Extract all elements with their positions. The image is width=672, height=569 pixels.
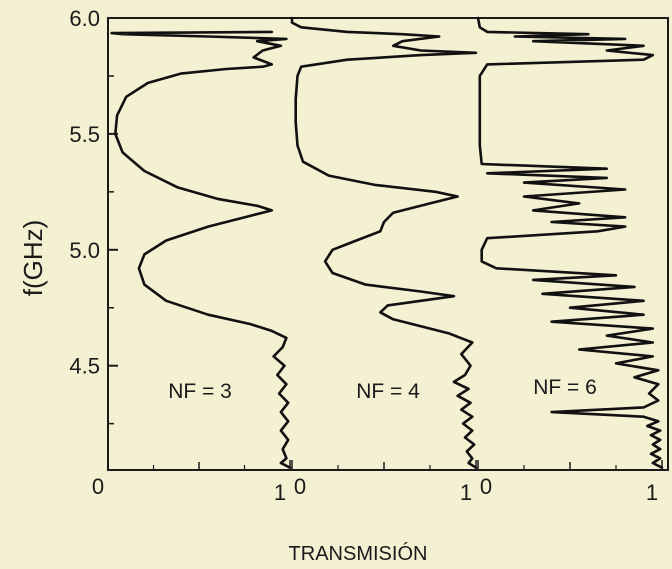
x-tick-label: 1 — [274, 480, 286, 505]
x-tick-label: 1 — [646, 480, 658, 505]
x-tick-label: 0 — [92, 474, 104, 499]
x-axis-label: TRANSMISIÓN — [289, 542, 428, 565]
series-line-panel-2 — [290, 16, 478, 469]
x-tick-label: 0 — [480, 474, 492, 499]
y-tick-label: 5.5 — [69, 122, 100, 147]
panel-label: NF = 4 — [356, 380, 420, 403]
x-tick-label: 0 — [294, 474, 306, 499]
series-line-panel-1 — [110, 30, 292, 469]
panel-label: NF = 6 — [533, 376, 597, 399]
y-tick-label: 6.0 — [69, 6, 100, 31]
y-tick-label: 5.0 — [69, 238, 100, 263]
panel-label: NF = 3 — [168, 380, 232, 403]
y-tick-label: 4.5 — [69, 354, 100, 379]
series-line-panel-3 — [476, 16, 664, 469]
x-tick-label: 1 — [460, 480, 472, 505]
plot-area — [107, 17, 669, 471]
y-axis-label: f(GHz) — [18, 220, 48, 297]
